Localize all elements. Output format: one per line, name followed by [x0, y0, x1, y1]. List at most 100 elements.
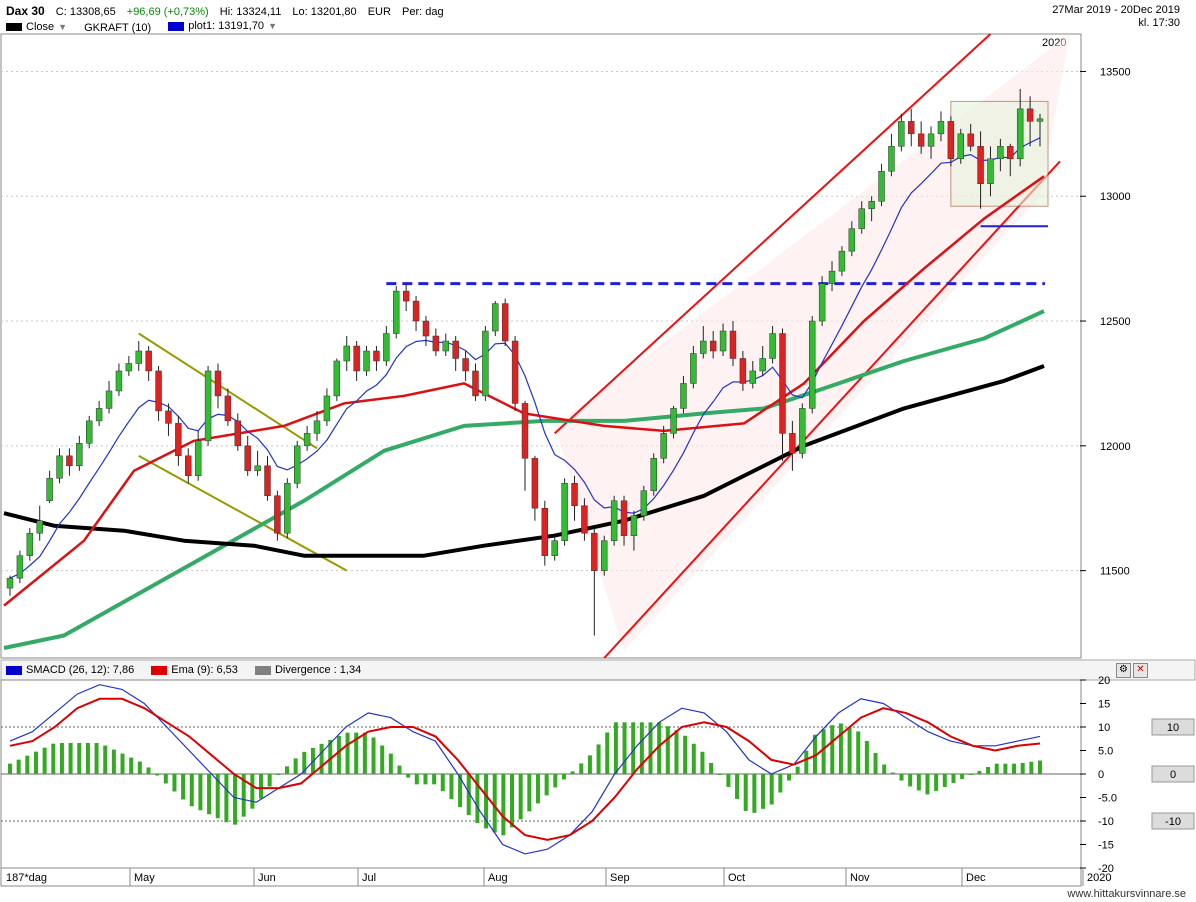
- candle: [135, 341, 142, 371]
- ma100-line: [3, 309, 1045, 650]
- candle: [353, 341, 360, 381]
- candle-up: [799, 408, 806, 454]
- candle-down: [511, 340, 519, 404]
- date-axis-frame: [0, 867, 1082, 887]
- price-tick-label: 12000: [1100, 441, 1131, 453]
- candle-down: [373, 350, 380, 362]
- candle: [264, 455, 271, 501]
- divergence-bar: [527, 774, 532, 812]
- candle-down: [729, 330, 737, 359]
- divergence-bar: [804, 750, 809, 774]
- macd-tick-label: 0: [1098, 769, 1104, 781]
- candle-down: [531, 458, 539, 509]
- candle-down: [541, 507, 549, 556]
- divergence-bar: [68, 742, 73, 774]
- candle-down: [402, 290, 410, 302]
- wedge-lower-line: [138, 454, 348, 572]
- candle: [393, 286, 400, 339]
- candle: [432, 328, 440, 356]
- divergence-bar: [466, 774, 471, 816]
- candle: [452, 336, 459, 371]
- candle: [680, 375, 687, 414]
- divergence-bar: [561, 774, 566, 780]
- divergence-bar: [665, 726, 670, 774]
- candle-up: [610, 500, 618, 541]
- ma200-line: [3, 364, 1045, 558]
- divergence-bar: [648, 722, 653, 774]
- divergence-bar: [129, 757, 134, 774]
- divergence-bar: [319, 743, 324, 774]
- candle-up: [650, 458, 657, 492]
- candle-up: [76, 443, 83, 467]
- candle: [284, 478, 291, 539]
- close-icon[interactable]: ✕: [1133, 663, 1148, 678]
- wrench-icon[interactable]: ⚙: [1116, 663, 1131, 678]
- candle: [640, 485, 648, 521]
- divergence-bar: [362, 732, 367, 774]
- divergence-bar: [33, 751, 38, 774]
- candle: [86, 415, 93, 449]
- candle: [779, 328, 786, 461]
- candle-up: [46, 478, 53, 502]
- divergence-bar: [726, 774, 731, 787]
- candle: [561, 478, 568, 546]
- divergence-bar: [241, 774, 246, 817]
- divergence-bar: [786, 774, 791, 781]
- macd-level-box: [1151, 812, 1195, 830]
- candle: [333, 358, 341, 401]
- divergence-bar: [59, 742, 64, 774]
- divergence-bar: [181, 774, 186, 800]
- divergence-bar: [570, 771, 575, 774]
- divergence-bar: [16, 759, 21, 774]
- chevron-down-icon[interactable]: ▼: [58, 21, 68, 32]
- candle-down: [244, 445, 251, 472]
- candle: [848, 221, 856, 257]
- candle-up: [105, 390, 113, 409]
- low-value: Lo: 13201,80: [292, 6, 357, 18]
- macd-level-box: [1151, 718, 1195, 736]
- candle: [670, 405, 677, 439]
- chevron-down-icon[interactable]: ▼: [268, 21, 277, 31]
- divergence-bar: [977, 770, 982, 774]
- candle-down: [947, 121, 955, 160]
- candle-down: [779, 333, 786, 434]
- candle: [343, 336, 350, 371]
- candle: [185, 448, 192, 484]
- divergence-bar: [302, 751, 307, 774]
- divergence-bar: [388, 753, 393, 774]
- divergence-bar: [345, 732, 350, 774]
- legend-close-swatch: [6, 22, 22, 31]
- macd-tick-label: 10: [1098, 722, 1110, 734]
- candle: [828, 261, 836, 292]
- divergence-bar: [908, 774, 913, 787]
- divergence-bar: [795, 766, 800, 774]
- legend-plot1[interactable]: plot1: 13191,70 ▼: [168, 20, 277, 32]
- price-tick-label: 13000: [1100, 191, 1131, 203]
- candle-up: [254, 465, 261, 472]
- candle-down: [739, 358, 747, 384]
- macd-tick-label: -5.0: [1098, 793, 1117, 805]
- candle: [709, 331, 717, 359]
- candle: [472, 363, 479, 401]
- candle-up: [927, 133, 935, 147]
- candle-up: [957, 133, 964, 160]
- legend-divergence: Divergence : 1,34: [254, 664, 361, 676]
- month-label: Sep: [610, 872, 630, 884]
- divergence-bar: [761, 774, 766, 809]
- change-value: +96,69 (+0,73%): [126, 6, 209, 18]
- candle-up: [670, 408, 677, 434]
- macd-tick-label: 15: [1098, 699, 1110, 711]
- channel-upper-line: [554, 33, 992, 435]
- candle-up: [115, 370, 123, 392]
- candle-up: [808, 320, 816, 409]
- divergence-bar: [336, 735, 341, 774]
- divergence-bar: [968, 774, 973, 775]
- month-label: Jul: [362, 872, 376, 884]
- month-label: Dec: [966, 872, 986, 884]
- legend-close[interactable]: Close ▼: [6, 21, 67, 33]
- month-label: Oct: [728, 872, 745, 884]
- candle: [422, 316, 430, 346]
- candle: [630, 510, 638, 551]
- candle: [16, 550, 24, 584]
